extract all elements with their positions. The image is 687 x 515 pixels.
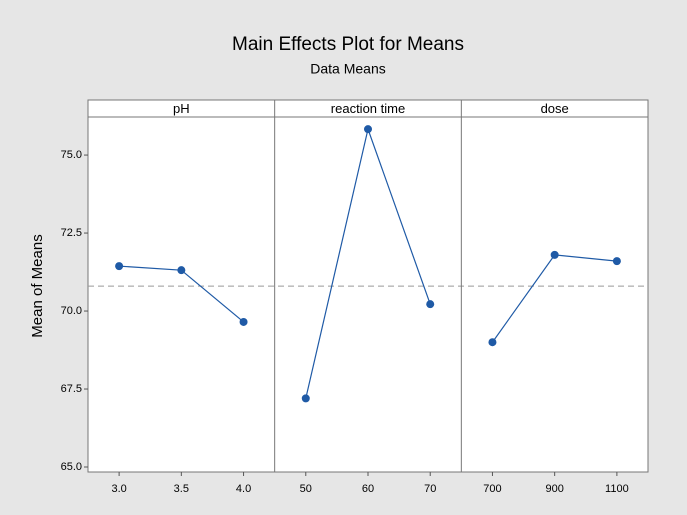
x-tick-label: 3.5	[174, 483, 189, 495]
chart-title: Main Effects Plot for Means	[232, 34, 464, 55]
y-tick-label: 70.0	[61, 305, 82, 317]
point	[364, 125, 372, 134]
y-tick-label: 67.5	[61, 383, 82, 395]
x-tick-label: 50	[300, 483, 312, 495]
x-tick-label: 70	[424, 483, 436, 495]
y-tick-label: 75.0	[61, 149, 82, 161]
panel-label: dose	[541, 101, 569, 116]
x-tick-label: 1100	[605, 483, 629, 495]
point	[612, 257, 621, 266]
point	[115, 262, 124, 271]
panel-label: pH	[173, 101, 190, 116]
point	[239, 317, 248, 326]
x-tick-label: 3.0	[111, 483, 126, 495]
x-tick-label: 900	[545, 483, 563, 495]
panel-label: reaction time	[331, 101, 405, 116]
x-tick-label: 700	[483, 483, 501, 495]
chart-subtitle: Data Means	[310, 61, 385, 77]
point	[426, 300, 435, 309]
point	[488, 338, 497, 347]
x-tick-label: 4.0	[236, 483, 251, 495]
y-tick-label: 65.0	[61, 461, 82, 473]
point	[301, 394, 310, 403]
y-tick-label: 72.5	[61, 227, 82, 239]
x-tick-label: 60	[362, 483, 374, 495]
point	[177, 266, 186, 275]
point	[550, 250, 559, 259]
y-axis-label: Mean of Means	[29, 234, 46, 337]
